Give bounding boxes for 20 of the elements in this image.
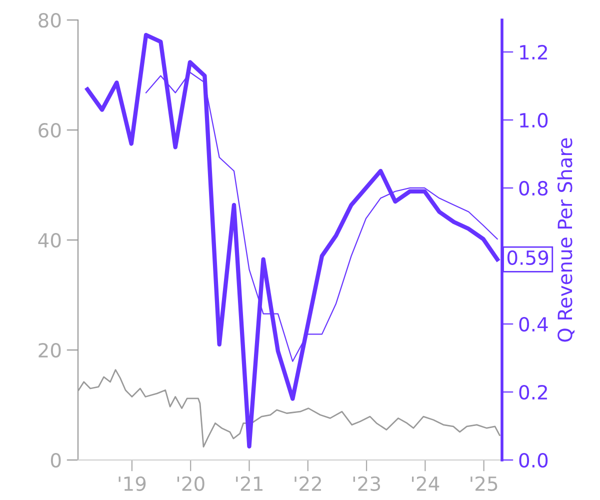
x-tick-label: '25 — [470, 476, 498, 492]
data-label: 0.59 — [507, 250, 548, 266]
x-tick-label: '23 — [353, 476, 380, 492]
y2-tick-label: 0.2 — [519, 384, 547, 400]
x-tick-label: '21 — [236, 476, 262, 491]
x-tick-label: '24 — [412, 476, 440, 491]
y2-tick-label: 1.0 — [520, 112, 548, 128]
y2-axis-title: Q Revenue Per Share — [557, 138, 575, 342]
y2-tick-label: 0.0 — [519, 452, 548, 468]
y-tick-label: 20 — [38, 342, 61, 358]
y2-tick-label: 0.8 — [519, 180, 548, 196]
y-tick-label: 80 — [38, 12, 61, 28]
y2-tick-label: 1.2 — [520, 44, 547, 60]
x-tick-label: '19 — [118, 476, 146, 492]
x-tick-label: '20 — [177, 476, 204, 492]
y-tick-label: 40 — [38, 232, 61, 248]
y2-tick-label: 0.4 — [519, 316, 548, 332]
y-tick-label: 60 — [38, 122, 61, 138]
x-tick-label: '22 — [294, 476, 321, 491]
y-tick-label: 0 — [50, 452, 61, 468]
